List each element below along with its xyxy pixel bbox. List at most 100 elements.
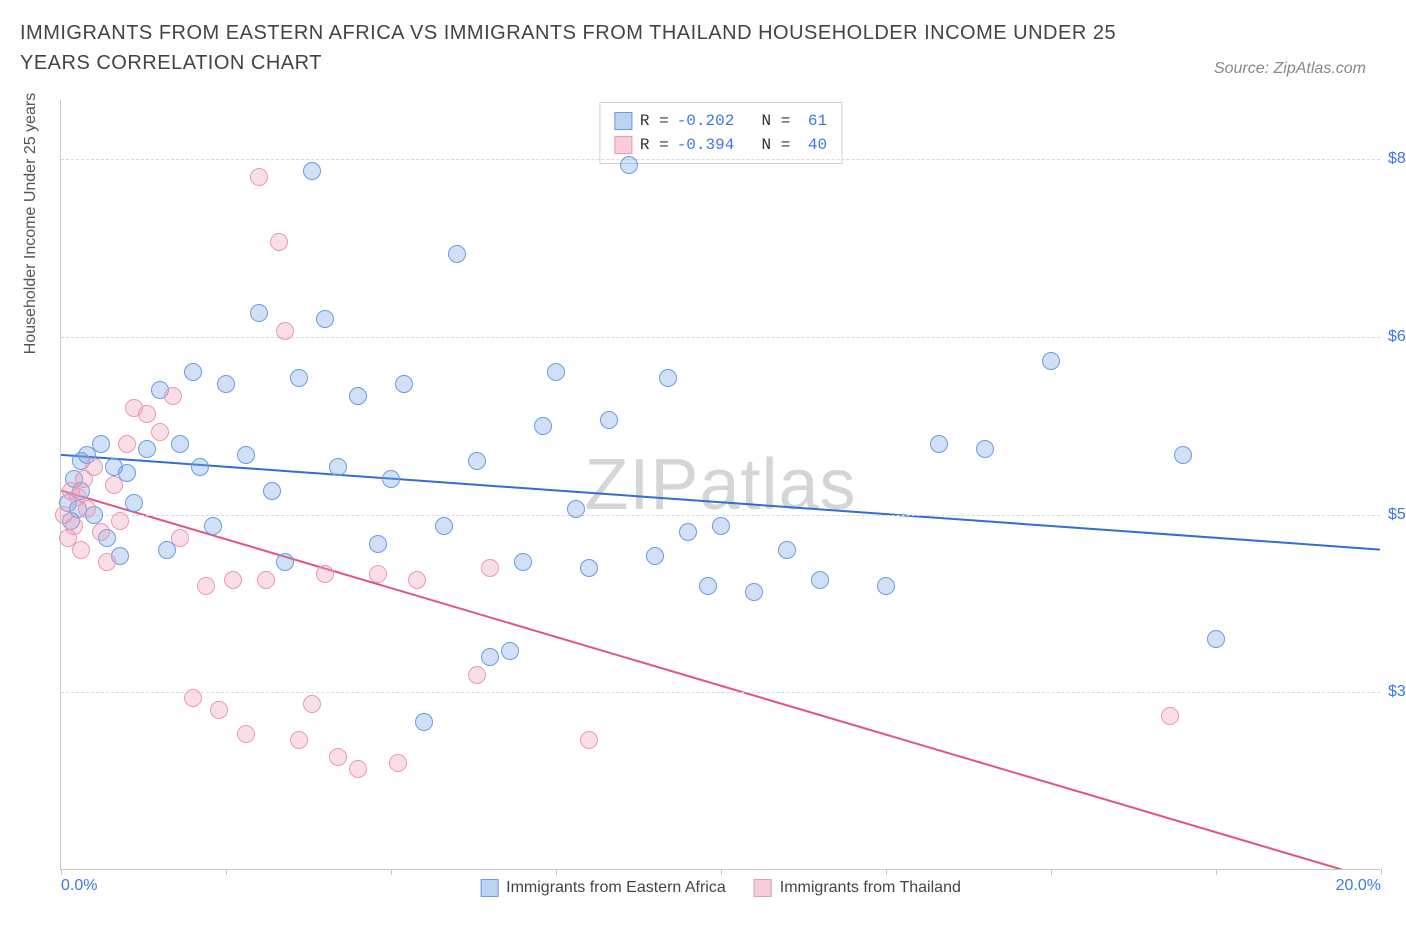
x-tick-mark	[886, 869, 887, 875]
data-point	[270, 233, 288, 251]
data-point	[646, 547, 664, 565]
data-point	[164, 387, 182, 405]
data-point	[811, 571, 829, 589]
data-point	[171, 529, 189, 547]
data-point	[679, 523, 697, 541]
data-point	[778, 541, 796, 559]
data-point	[204, 517, 222, 535]
y-tick-label: $65,000	[1388, 328, 1406, 346]
data-point	[877, 577, 895, 595]
chart-title: IMMIGRANTS FROM EASTERN AFRICA VS IMMIGR…	[20, 18, 1140, 78]
data-point	[699, 577, 717, 595]
data-point	[1207, 630, 1225, 648]
data-point	[276, 553, 294, 571]
legend-stats-row: R = -0.202 N = 61	[614, 109, 827, 133]
data-point	[138, 405, 156, 423]
legend-swatch	[614, 136, 632, 154]
legend-n-value: 40	[798, 133, 827, 157]
trend-lines	[61, 100, 1380, 869]
data-point	[369, 535, 387, 553]
data-point	[468, 666, 486, 684]
data-point	[1174, 446, 1192, 464]
legend-stats-row: R = -0.394 N = 40	[614, 133, 827, 157]
data-point	[481, 559, 499, 577]
legend-n-value: 61	[798, 109, 827, 133]
watermark-thin: atlas	[699, 445, 856, 525]
data-point	[1161, 707, 1179, 725]
legend-r-label: R =	[640, 109, 669, 133]
legend-stats: R = -0.202 N = 61R = -0.394 N = 40	[599, 102, 842, 164]
data-point	[276, 322, 294, 340]
data-point	[290, 731, 308, 749]
legend-series-label: Immigrants from Thailand	[780, 879, 961, 897]
data-point	[534, 417, 552, 435]
data-point	[316, 565, 334, 583]
legend-swatch	[480, 879, 498, 897]
legend-r-label: R =	[640, 133, 669, 157]
data-point	[250, 168, 268, 186]
gridline-h	[61, 337, 1380, 338]
data-point	[65, 517, 83, 535]
legend-series-item: Immigrants from Eastern Africa	[480, 879, 726, 897]
data-point	[930, 435, 948, 453]
data-point	[435, 517, 453, 535]
data-point	[976, 440, 994, 458]
watermark-bold: ZIP	[584, 445, 699, 525]
data-point	[290, 369, 308, 387]
data-point	[620, 156, 638, 174]
data-point	[171, 435, 189, 453]
x-tick-mark	[721, 869, 722, 875]
data-point	[382, 470, 400, 488]
data-point	[92, 523, 110, 541]
x-tick-mark	[226, 869, 227, 875]
data-point	[501, 642, 519, 660]
data-point	[303, 162, 321, 180]
data-point	[118, 435, 136, 453]
data-point	[580, 731, 598, 749]
data-point	[316, 310, 334, 328]
data-point	[263, 482, 281, 500]
data-point	[349, 387, 367, 405]
y-axis-label: Householder Income Under 25 years	[22, 93, 40, 354]
x-tick-mark	[1216, 869, 1217, 875]
data-point	[600, 411, 618, 429]
legend-series-label: Immigrants from Eastern Africa	[506, 879, 726, 897]
data-point	[514, 553, 532, 571]
data-point	[125, 494, 143, 512]
data-point	[745, 583, 763, 601]
x-tick-mark	[61, 869, 62, 875]
y-tick-label: $80,000	[1388, 150, 1406, 168]
data-point	[659, 369, 677, 387]
data-point	[210, 701, 228, 719]
data-point	[191, 458, 209, 476]
data-point	[369, 565, 387, 583]
data-point	[257, 571, 275, 589]
x-tick-mark	[391, 869, 392, 875]
watermark: ZIPatlas	[584, 444, 856, 526]
data-point	[138, 440, 156, 458]
legend-n-label: N =	[742, 109, 790, 133]
x-tick-mark	[1381, 869, 1382, 875]
data-point	[415, 713, 433, 731]
data-point	[105, 476, 123, 494]
data-point	[92, 435, 110, 453]
legend-swatch	[754, 879, 772, 897]
data-point	[580, 559, 598, 577]
data-point	[303, 695, 321, 713]
data-point	[78, 500, 96, 518]
data-point	[329, 748, 347, 766]
data-point	[481, 648, 499, 666]
gridline-h	[61, 159, 1380, 160]
data-point	[349, 760, 367, 778]
x-tick-label: 0.0%	[61, 877, 97, 895]
data-point	[197, 577, 215, 595]
data-point	[217, 375, 235, 393]
legend-series: Immigrants from Eastern Africa Immigrants…	[480, 879, 961, 897]
x-tick-mark	[556, 869, 557, 875]
data-point	[184, 363, 202, 381]
y-tick-label: $35,000	[1388, 683, 1406, 701]
data-point	[98, 553, 116, 571]
data-point	[448, 245, 466, 263]
data-point	[237, 725, 255, 743]
legend-r-value: -0.202	[677, 109, 735, 133]
